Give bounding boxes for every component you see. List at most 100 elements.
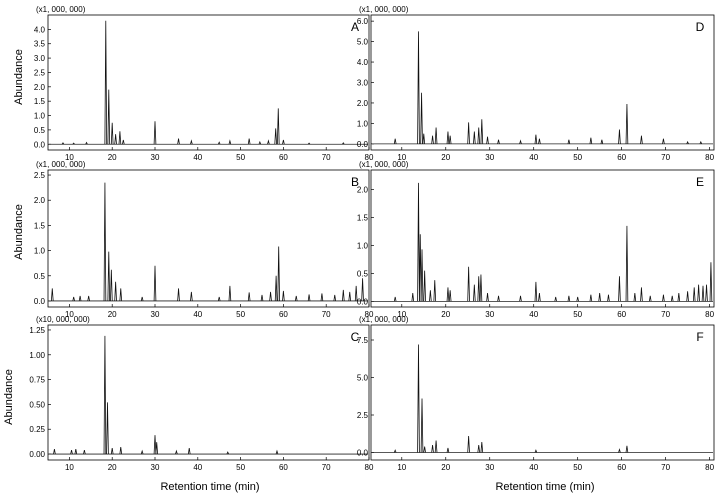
peak-c <box>70 449 73 455</box>
peak-d <box>567 139 571 144</box>
peak-a <box>153 121 157 145</box>
peak-d <box>420 92 423 144</box>
x-tick-label-f: 60 <box>617 463 626 472</box>
peak-e <box>709 262 713 302</box>
x-tick-label-e: 80 <box>705 310 714 319</box>
peak-e <box>670 295 674 302</box>
peak-c <box>119 447 123 455</box>
peak-a <box>342 142 345 145</box>
x-tick-label-a: 40 <box>193 153 202 162</box>
peak-c <box>103 335 107 455</box>
peak-f <box>434 440 438 453</box>
x-tick-label-a: 70 <box>322 153 331 162</box>
peak-e <box>686 291 689 302</box>
peak-b <box>282 290 285 301</box>
x-tick-label-a: 30 <box>151 153 160 162</box>
peak-b <box>78 295 82 302</box>
scale-multiplier-a: (x1, 000, 000) <box>36 5 86 14</box>
peak-f <box>393 449 397 453</box>
chart-panel-b: 10 20 30 40 50 60 70 80 0.0 0.5 1.0 1.5 2.0 2.5 (x1, 0… <box>34 160 374 319</box>
peak-e <box>589 294 593 302</box>
peak-b <box>320 293 324 302</box>
peak-d <box>538 138 541 144</box>
y-tick-label-a: 2.5 <box>34 68 46 77</box>
peak-e <box>519 295 522 302</box>
x-tick-label-d: 30 <box>485 153 494 162</box>
x-tick-label-a: 80 <box>365 153 374 162</box>
x-tick-label-b: 50 <box>236 310 245 319</box>
peak-d <box>589 137 593 144</box>
peak-b <box>177 288 180 301</box>
peak-d <box>600 139 604 144</box>
peak-d <box>434 127 438 144</box>
x-tick-label-a: 50 <box>236 153 245 162</box>
scale-multiplier-b: (x1, 000, 000) <box>36 160 86 169</box>
peak-a <box>307 142 311 145</box>
peak-c <box>74 449 78 455</box>
x-tick-label-c: 30 <box>151 463 160 472</box>
y-tick-label-d: 2.0 <box>357 99 369 108</box>
peak-b <box>342 289 345 301</box>
peak-d <box>519 139 522 144</box>
peak-a <box>110 122 114 145</box>
peak-c <box>226 451 230 455</box>
peak-b <box>107 251 111 301</box>
y-tick-label-a: 0.5 <box>34 126 46 135</box>
peak-e <box>598 292 601 302</box>
peak-a <box>85 141 88 145</box>
y-tick-label-a: 4.0 <box>34 25 46 34</box>
x-tick-label-c: 80 <box>365 463 374 472</box>
peak-e <box>677 292 681 302</box>
peak-e <box>554 296 557 302</box>
x-tick-label-e: 70 <box>661 310 670 319</box>
peak-d <box>618 129 621 144</box>
peak-d <box>467 122 470 144</box>
peak-a <box>114 134 117 145</box>
x-tick-label-e: 10 <box>397 310 406 319</box>
x-tick-label-b: 40 <box>193 310 202 319</box>
peak-e <box>448 290 452 302</box>
peak-d <box>422 133 426 144</box>
peak-e <box>625 225 629 302</box>
peak-e <box>618 276 621 302</box>
x-axis-title-right: Retention time (min) <box>495 481 594 493</box>
peak-e <box>423 270 426 302</box>
y-tick-label-f: 0.0 <box>357 449 369 458</box>
peak-a <box>122 139 125 145</box>
peak-a <box>258 140 262 145</box>
y-tick-label-b: 0.5 <box>34 272 46 281</box>
peak-a <box>274 128 277 145</box>
peak-a <box>282 139 285 145</box>
peak-b <box>114 281 117 301</box>
peak-b <box>274 275 278 301</box>
peak-c <box>187 448 191 455</box>
y-tick-label-b: 2.0 <box>34 196 46 205</box>
x-tick-label-f: 20 <box>441 463 450 472</box>
plot-frame-c <box>47 324 370 461</box>
y-tick-label-b: 0.0 <box>34 297 46 306</box>
peak-e <box>534 281 538 302</box>
x-tick-label-f: 40 <box>529 463 538 472</box>
y-tick-label-d: 6.0 <box>357 17 369 26</box>
x-tick-label-c: 40 <box>193 463 202 472</box>
chart-panel-d: 10 20 30 40 50 60 70 80 0.0 1.0 2.0 3.0 4.0 5.0 6.0 (x1… <box>357 5 715 162</box>
peak-a <box>267 139 270 145</box>
peak-b <box>87 295 90 302</box>
y-tick-label-c: 0.00 <box>29 450 45 459</box>
peak-a <box>228 139 232 145</box>
peak-b <box>307 294 311 302</box>
y-tick-label-b: 1.5 <box>34 221 46 230</box>
peak-e <box>607 294 610 302</box>
y-tick-label-a: 1.0 <box>34 112 46 121</box>
peak-c <box>155 442 159 455</box>
x-tick-label-d: 80 <box>705 153 714 162</box>
x-tick-label-d: 40 <box>529 153 538 162</box>
x-tick-label-d: 10 <box>397 153 406 162</box>
peak-e <box>497 295 500 302</box>
peak-d <box>486 136 489 144</box>
x-tick-label-d: 60 <box>617 153 626 162</box>
peak-e <box>697 284 700 302</box>
peak-b <box>153 265 157 301</box>
peak-a <box>72 142 75 145</box>
